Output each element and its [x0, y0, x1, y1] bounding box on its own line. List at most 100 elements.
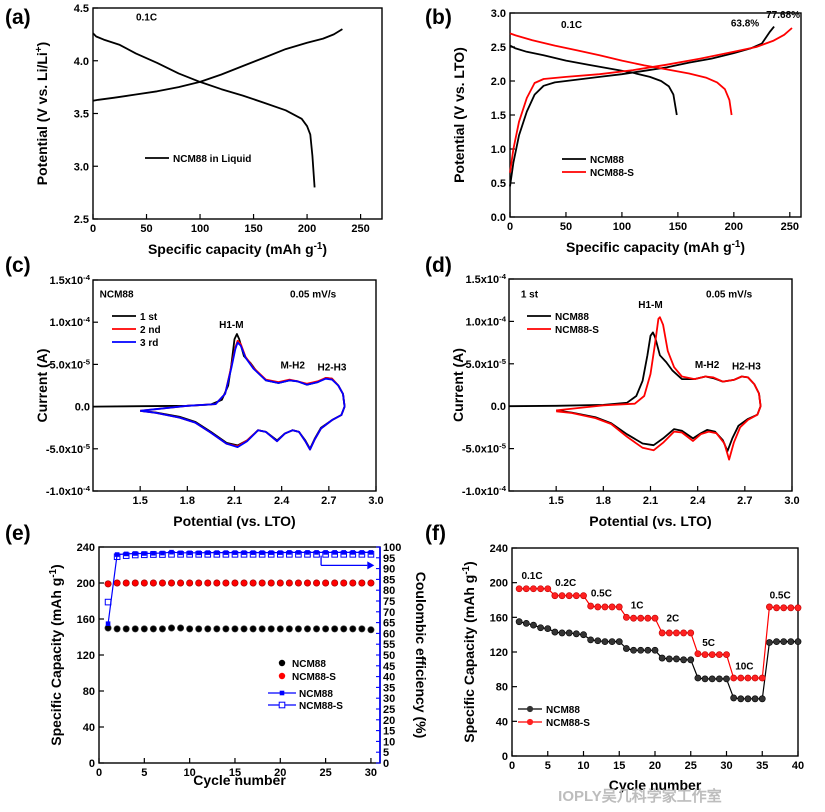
point-ncm88s-capacity [131, 579, 139, 587]
point-f-NCM88-S [530, 585, 537, 593]
point-f-NCM88 [701, 675, 709, 683]
legend-marker-f [526, 718, 534, 726]
y-tick-label-e: 160 [77, 614, 95, 626]
series-line-d-1 [556, 316, 762, 461]
y-tick-label-c-main: 1.0x10 [50, 317, 84, 329]
x-axis-label-b-sup: -1 [732, 239, 741, 250]
y2-tick-label-e: 30 [383, 693, 395, 705]
point-f-NCM88-S [537, 585, 544, 593]
annotation-a-0: 0.1C [136, 13, 157, 24]
legend-marker-e [278, 659, 286, 667]
point-f-NCM88-S [665, 629, 673, 637]
point-ncm88-ce [105, 621, 111, 626]
x-axis-label-a-main: Specific capacity (mAh g [148, 241, 314, 257]
x-tick-label-a: 150 [244, 223, 262, 235]
annotation-d-2: H1-M [638, 300, 662, 311]
y2-tick-label-e: 60 [383, 628, 395, 640]
y-tick-label-c-main: -5.0x10 [46, 444, 83, 456]
point-ncm88-ce [205, 550, 211, 555]
annotation-b-2: 77.68% [766, 10, 800, 21]
point-ncm88-capacity [231, 625, 239, 633]
point-f-NCM88-S [644, 614, 652, 622]
y-axis-label-e-sup: -1 [48, 568, 59, 577]
y-tick-label-c: 1.5x10-4 [50, 273, 91, 288]
point-ncm88-ce [277, 550, 283, 555]
x-tick-label-f: 20 [649, 760, 661, 772]
point-f-NCM88 [551, 628, 559, 636]
y-tick-label-d-main: -1.0x10 [462, 486, 499, 498]
point-ncm88-capacity [131, 625, 139, 633]
legend-label-e: NCM88 [292, 659, 326, 670]
point-f-NCM88-S [701, 651, 709, 658]
point-f-NCM88-S [708, 651, 716, 658]
panel-label-b: (b) [425, 6, 452, 29]
point-ncm88-ce [368, 550, 374, 555]
x-tick-label-e: 10 [184, 767, 196, 779]
y-tick-label-d-main: 0.0 [491, 401, 506, 413]
point-ncm88s-capacity [231, 579, 239, 587]
point-ncm88-capacity [213, 625, 221, 633]
series-line-b-0 [509, 26, 775, 187]
point-ncm88-ce [268, 550, 274, 555]
x-tick-label-d: 2.4 [690, 495, 706, 507]
point-ncm88-capacity [177, 624, 185, 632]
x-axis-label-a: Specific capacity (mAh g-1) [148, 241, 327, 258]
legend-marker-f [526, 705, 534, 713]
y-tick-label-e: 0 [89, 758, 95, 770]
point-f-NCM88 [730, 694, 738, 702]
y-tick-label-b: 0.5 [491, 178, 506, 190]
point-ncm88s-capacity [158, 579, 166, 587]
legend-label-c: 3 rd [140, 338, 158, 349]
legend-label-e: NCM88-S [299, 701, 343, 712]
x-tick-label-f: 30 [720, 760, 732, 772]
panel-a: 0 50 100 150 200 250 2.5 3.0 3.5 4.0 4.5 (a) Specifi… [5, 3, 383, 258]
x-tick-label-b: 50 [560, 221, 572, 233]
x-tick-label-e: 0 [96, 767, 102, 779]
point-ncm88-capacity [285, 625, 293, 633]
x-axis-label-a-sup: -1 [314, 241, 323, 252]
point-f-NCM88-S [558, 592, 566, 600]
y-tick-label-d: -1.0x10-4 [462, 484, 507, 499]
point-f-NCM88-S [773, 604, 780, 612]
y2-tick-label-e: 50 [383, 650, 395, 662]
point-ncm88-ce [160, 550, 165, 556]
y-tick-label-c-main: -1.0x10 [46, 486, 83, 498]
point-ncm88-capacity [140, 625, 148, 633]
x-tick-label-f: 35 [756, 760, 768, 772]
x-tick-label-d: 2.7 [737, 495, 752, 507]
panel-label-f: (f) [425, 522, 446, 545]
y-tick-label-a: 2.5 [74, 214, 89, 226]
point-f-NCM88-S [751, 674, 759, 682]
point-ncm88s-capacity [168, 579, 176, 587]
point-ncm88-ce [142, 551, 147, 556]
point-ncm88s-capacity [258, 579, 266, 587]
x-axis-label-d: Potential (vs. LTO) [589, 513, 711, 529]
series-line-d-0 [508, 331, 762, 452]
y-tick-label-d: -5.0x10-5 [462, 441, 507, 456]
point-f-NCM88 [558, 629, 566, 637]
y-tick-label-d-main: 5.0x10 [466, 359, 500, 371]
point-ncm88s-capacity [367, 579, 375, 587]
x-tick-label-e: 30 [365, 767, 377, 779]
x-axis-label-f: Cycle number [609, 777, 702, 793]
point-ncm88-capacity [222, 625, 230, 633]
x-axis-label-b-end: ) [740, 239, 745, 255]
rate-label-f-0: 0.1C [521, 571, 542, 582]
x-tick-label-c: 2.1 [227, 495, 242, 507]
point-f-NCM88-S [694, 650, 702, 658]
point-f-NCM88 [580, 631, 587, 639]
x-tick-label-a: 100 [191, 223, 209, 235]
plot-frame-a [92, 7, 383, 220]
x-axis-label-e: Cycle number [193, 772, 286, 788]
point-ncm88-capacity [258, 625, 266, 633]
panel-b: 0 50 100 150 200 250 0.0 0.5 1.0 1.5 2.0 2.5 3.0 (b) S… [425, 6, 802, 255]
x-tick-label-f: 15 [613, 760, 625, 772]
point-ncm88-capacity [322, 625, 330, 633]
y-tick-label-d-sup: -5 [499, 441, 507, 450]
plot-frame-c [92, 279, 377, 492]
point-f-NCM88-S [580, 592, 587, 600]
point-f-NCM88 [522, 620, 530, 627]
y-axis-label-c: Current (A) [34, 349, 50, 423]
y-axis-label-f-end: ) [461, 561, 477, 566]
point-f-NCM88 [658, 654, 666, 662]
